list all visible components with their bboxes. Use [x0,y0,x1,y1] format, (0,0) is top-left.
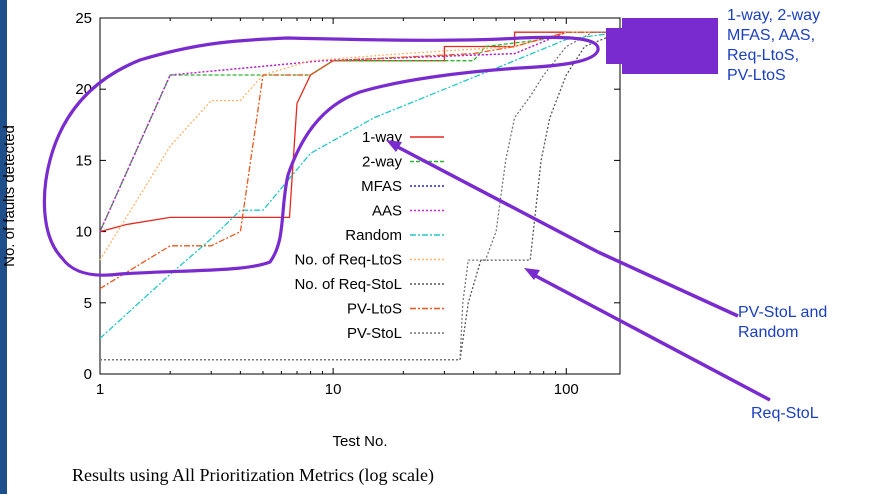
legend-label: PV-StoL [347,325,402,342]
pointer-arrow-line [531,272,771,402]
chart-series [99,31,621,361]
y-tick-label: 10 [75,224,92,241]
annotation-highlight [42,18,771,402]
legend-label: No. of Req-StoL [294,276,402,293]
annotation-top-right: 1-way, 2-way MFAS, AAS, Req-LtoS, PV-Lto… [727,7,821,84]
pointer-arrowhead [386,140,402,152]
legend-label: AAS [372,203,402,220]
y-tick-label: 5 [84,295,92,312]
x-tick-label: 10 [325,381,342,398]
y-tick-label: 0 [84,366,92,383]
figure-caption: Results using All Prioritization Metrics… [72,465,434,485]
series-line [99,31,620,261]
y-tick-label: 15 [75,152,92,169]
series-line [99,31,621,339]
pointer-arrow-line [597,250,739,318]
series-line [99,31,620,290]
annotation-bottom-right: Req-StoL [751,405,819,422]
legend-label: No. of Req-LtoS [294,252,402,269]
series-line [100,31,621,361]
pointer-arrowhead [524,268,540,280]
x-tick-label: 1 [96,381,104,398]
plot-frame [99,17,621,375]
y-tick-label: 25 [75,10,92,27]
x-axis-label: Test No. [332,433,387,450]
legend-label: MFAS [361,178,402,195]
slide-edge-bar [0,0,7,494]
legend-label: PV-LtoS [347,301,402,318]
legend-label: Random [345,227,402,244]
y-axis-label: No. of faults detected [1,125,18,267]
legend-label: 2-way [362,154,403,171]
big-arrow [606,18,718,74]
highlight-loop [42,35,600,277]
pointer-arrow-line [391,142,599,254]
x-tick-label: 100 [554,381,579,398]
annotation-mid-right: PV-StoL and Random [738,304,828,341]
series-line [100,31,620,361]
